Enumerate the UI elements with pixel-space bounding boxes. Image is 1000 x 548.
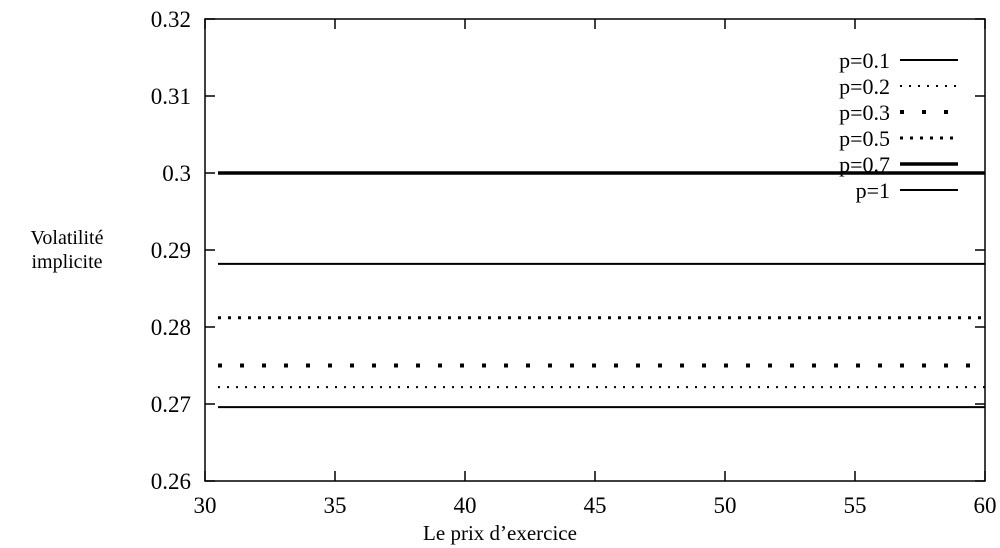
x-tick-label: 35 xyxy=(324,493,347,518)
tick-labels: 30 35 40 45 50 55 60 0.26 0.27 0.28 0.29 0.3 0.31 0.3… xyxy=(151,7,997,518)
legend-label-6: p=1 xyxy=(856,178,890,203)
x-tick-label: 30 xyxy=(194,493,217,518)
legend: p=0.1p=0.2p=0.3p=0.5p=0.7p=1 xyxy=(839,48,958,203)
y-tick-label: 0.27 xyxy=(151,392,191,417)
legend-label-5: p=0.7 xyxy=(839,152,890,177)
legend-label-1: p=0.1 xyxy=(839,48,890,73)
legend-label-4: p=0.5 xyxy=(839,126,890,151)
y-axis-label: Volatilité implicite xyxy=(8,226,126,274)
y-tick-label: 0.26 xyxy=(151,469,191,494)
y-tick-label: 0.31 xyxy=(151,84,191,109)
x-tick-label: 45 xyxy=(584,493,607,518)
x-tick-label: 55 xyxy=(844,493,867,518)
y-tick-label: 0.3 xyxy=(162,161,191,186)
y-axis-label-line-2: implicite xyxy=(31,251,103,273)
x-tick-label: 50 xyxy=(714,493,737,518)
y-axis-label-line-1: Volatilité xyxy=(30,227,104,249)
plot-frame xyxy=(204,18,986,482)
x-tick-label: 60 xyxy=(974,493,997,518)
y-tick-label: 0.28 xyxy=(151,315,191,340)
y-tick-label: 0.29 xyxy=(151,238,191,263)
legend-label-3: p=0.3 xyxy=(839,100,890,125)
x-axis-label: Le prix d’exercice xyxy=(423,521,577,545)
series-lines xyxy=(218,171,985,409)
y-tick-label: 0.32 xyxy=(151,7,191,32)
x-tick-label: 40 xyxy=(454,493,477,518)
legend-label-2: p=0.2 xyxy=(839,74,890,99)
